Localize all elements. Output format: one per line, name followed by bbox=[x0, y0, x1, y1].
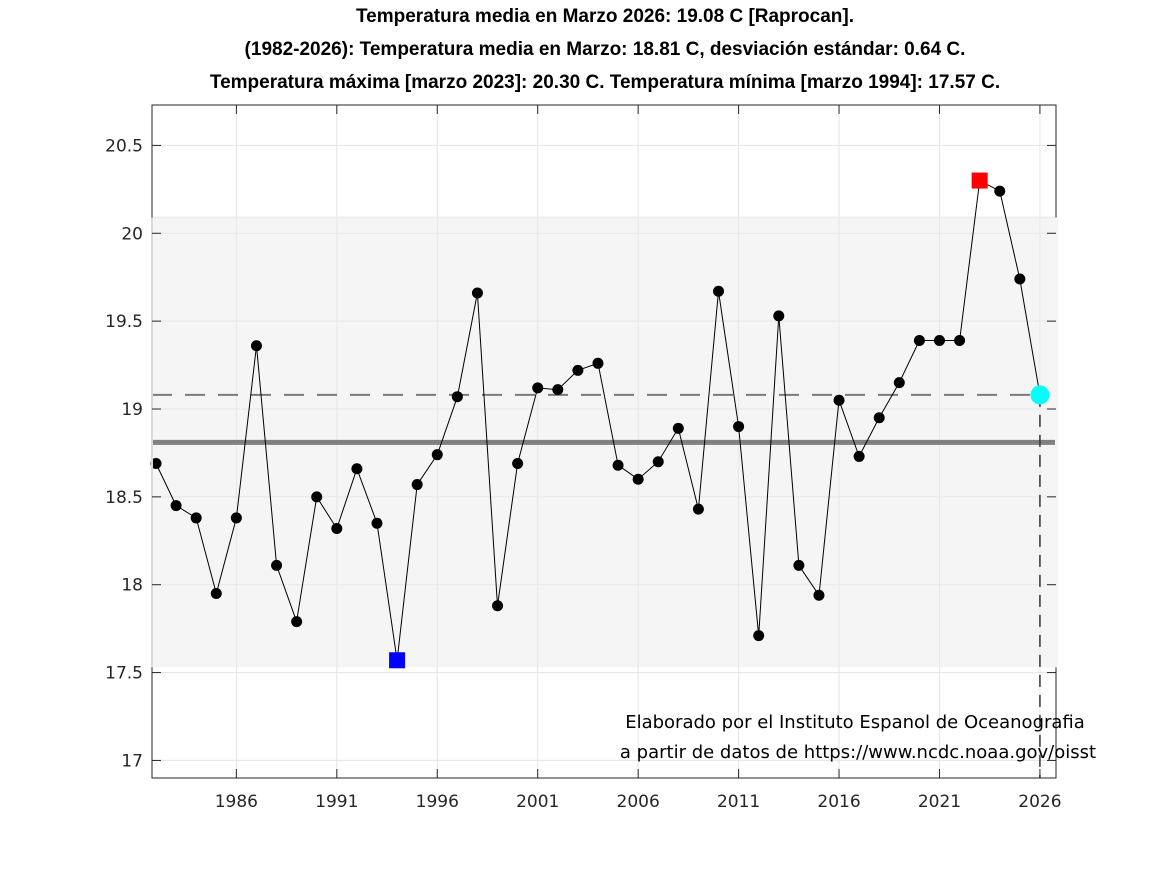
data-point bbox=[853, 450, 865, 462]
y-tick-label: 17 bbox=[121, 751, 143, 771]
right-axis-band-segment bbox=[1055, 217, 1058, 668]
x-tick-label: 1986 bbox=[215, 792, 258, 812]
chart-subtitle-climatology: (1982-2026): Temperatura media en Marzo:… bbox=[244, 39, 966, 60]
x-tick-label: 2001 bbox=[516, 792, 559, 812]
max-marker bbox=[971, 172, 988, 189]
chart-title: Temperatura media en Marzo 2026: 19.08 C… bbox=[355, 6, 855, 27]
y-tick-label: 17.5 bbox=[105, 664, 143, 684]
data-point bbox=[893, 377, 905, 389]
y-tick-label: 20.5 bbox=[105, 136, 143, 156]
data-point bbox=[552, 384, 564, 396]
data-point bbox=[210, 587, 222, 599]
x-tick-label: 2016 bbox=[817, 792, 860, 812]
data-point bbox=[471, 287, 483, 299]
data-point bbox=[753, 630, 765, 642]
data-point bbox=[833, 394, 845, 406]
data-point bbox=[411, 479, 423, 491]
data-point bbox=[592, 357, 604, 369]
y-tick-label: 19 bbox=[121, 400, 143, 420]
data-point bbox=[291, 616, 303, 628]
data-point bbox=[451, 391, 463, 403]
data-point bbox=[873, 412, 885, 424]
x-tick-label: 2011 bbox=[717, 792, 760, 812]
data-point bbox=[492, 600, 504, 612]
data-point bbox=[431, 449, 443, 461]
data-point bbox=[1014, 273, 1026, 285]
x-tick-label: 1991 bbox=[315, 792, 358, 812]
data-point bbox=[733, 421, 745, 433]
data-point bbox=[371, 517, 383, 529]
y-tick-label: 18.5 bbox=[105, 488, 143, 508]
source-annotation-line-1: Elaborado por el Instituto Espanol de Oc… bbox=[625, 712, 1085, 733]
data-point bbox=[933, 334, 945, 346]
data-point bbox=[632, 473, 644, 485]
axis-ticks bbox=[151, 105, 1058, 778]
data-point bbox=[773, 310, 785, 322]
data-point bbox=[692, 503, 704, 515]
source-annotation-line-2: a partir de datos de https://www.ncdc.no… bbox=[620, 742, 1096, 763]
data-point bbox=[190, 512, 202, 524]
y-tick-label: 18 bbox=[121, 576, 143, 596]
data-point bbox=[652, 456, 664, 468]
x-axis-labels: 1986 1991 1996 2001 2006 2011 2016 2021 2026 bbox=[215, 792, 1062, 812]
y-tick-label: 19.5 bbox=[105, 312, 143, 332]
data-point bbox=[954, 334, 966, 346]
current-marker bbox=[1030, 385, 1050, 405]
x-tick-label: 2021 bbox=[918, 792, 961, 812]
data-point bbox=[713, 285, 725, 297]
y-tick-label: 20 bbox=[121, 224, 143, 244]
data-point bbox=[250, 340, 262, 352]
data-point bbox=[150, 457, 162, 469]
data-point bbox=[311, 491, 323, 503]
data-points bbox=[150, 172, 1050, 669]
chart-subtitle-extremes: Temperatura máxima [marzo 2023]: 20.30 C… bbox=[209, 72, 1001, 93]
data-point bbox=[913, 334, 925, 346]
x-tick-label: 1996 bbox=[416, 792, 459, 812]
data-point bbox=[612, 459, 624, 471]
y-axis-labels: 17 17.5 18 18.5 19 19.5 20 20.5 bbox=[105, 136, 143, 771]
data-point bbox=[512, 457, 524, 469]
data-point bbox=[532, 382, 544, 394]
data-point bbox=[170, 500, 182, 512]
min-marker bbox=[389, 652, 406, 669]
data-point bbox=[271, 559, 283, 571]
data-point bbox=[351, 463, 363, 475]
data-point bbox=[672, 422, 684, 434]
x-tick-label: 2026 bbox=[1018, 792, 1061, 812]
data-point bbox=[331, 522, 343, 534]
data-point bbox=[994, 185, 1006, 197]
data-point bbox=[230, 512, 242, 524]
data-point bbox=[572, 364, 584, 376]
x-tick-label: 2006 bbox=[617, 792, 660, 812]
data-point bbox=[813, 589, 825, 601]
data-point bbox=[793, 559, 805, 571]
left-axis-band-segment bbox=[151, 217, 153, 668]
